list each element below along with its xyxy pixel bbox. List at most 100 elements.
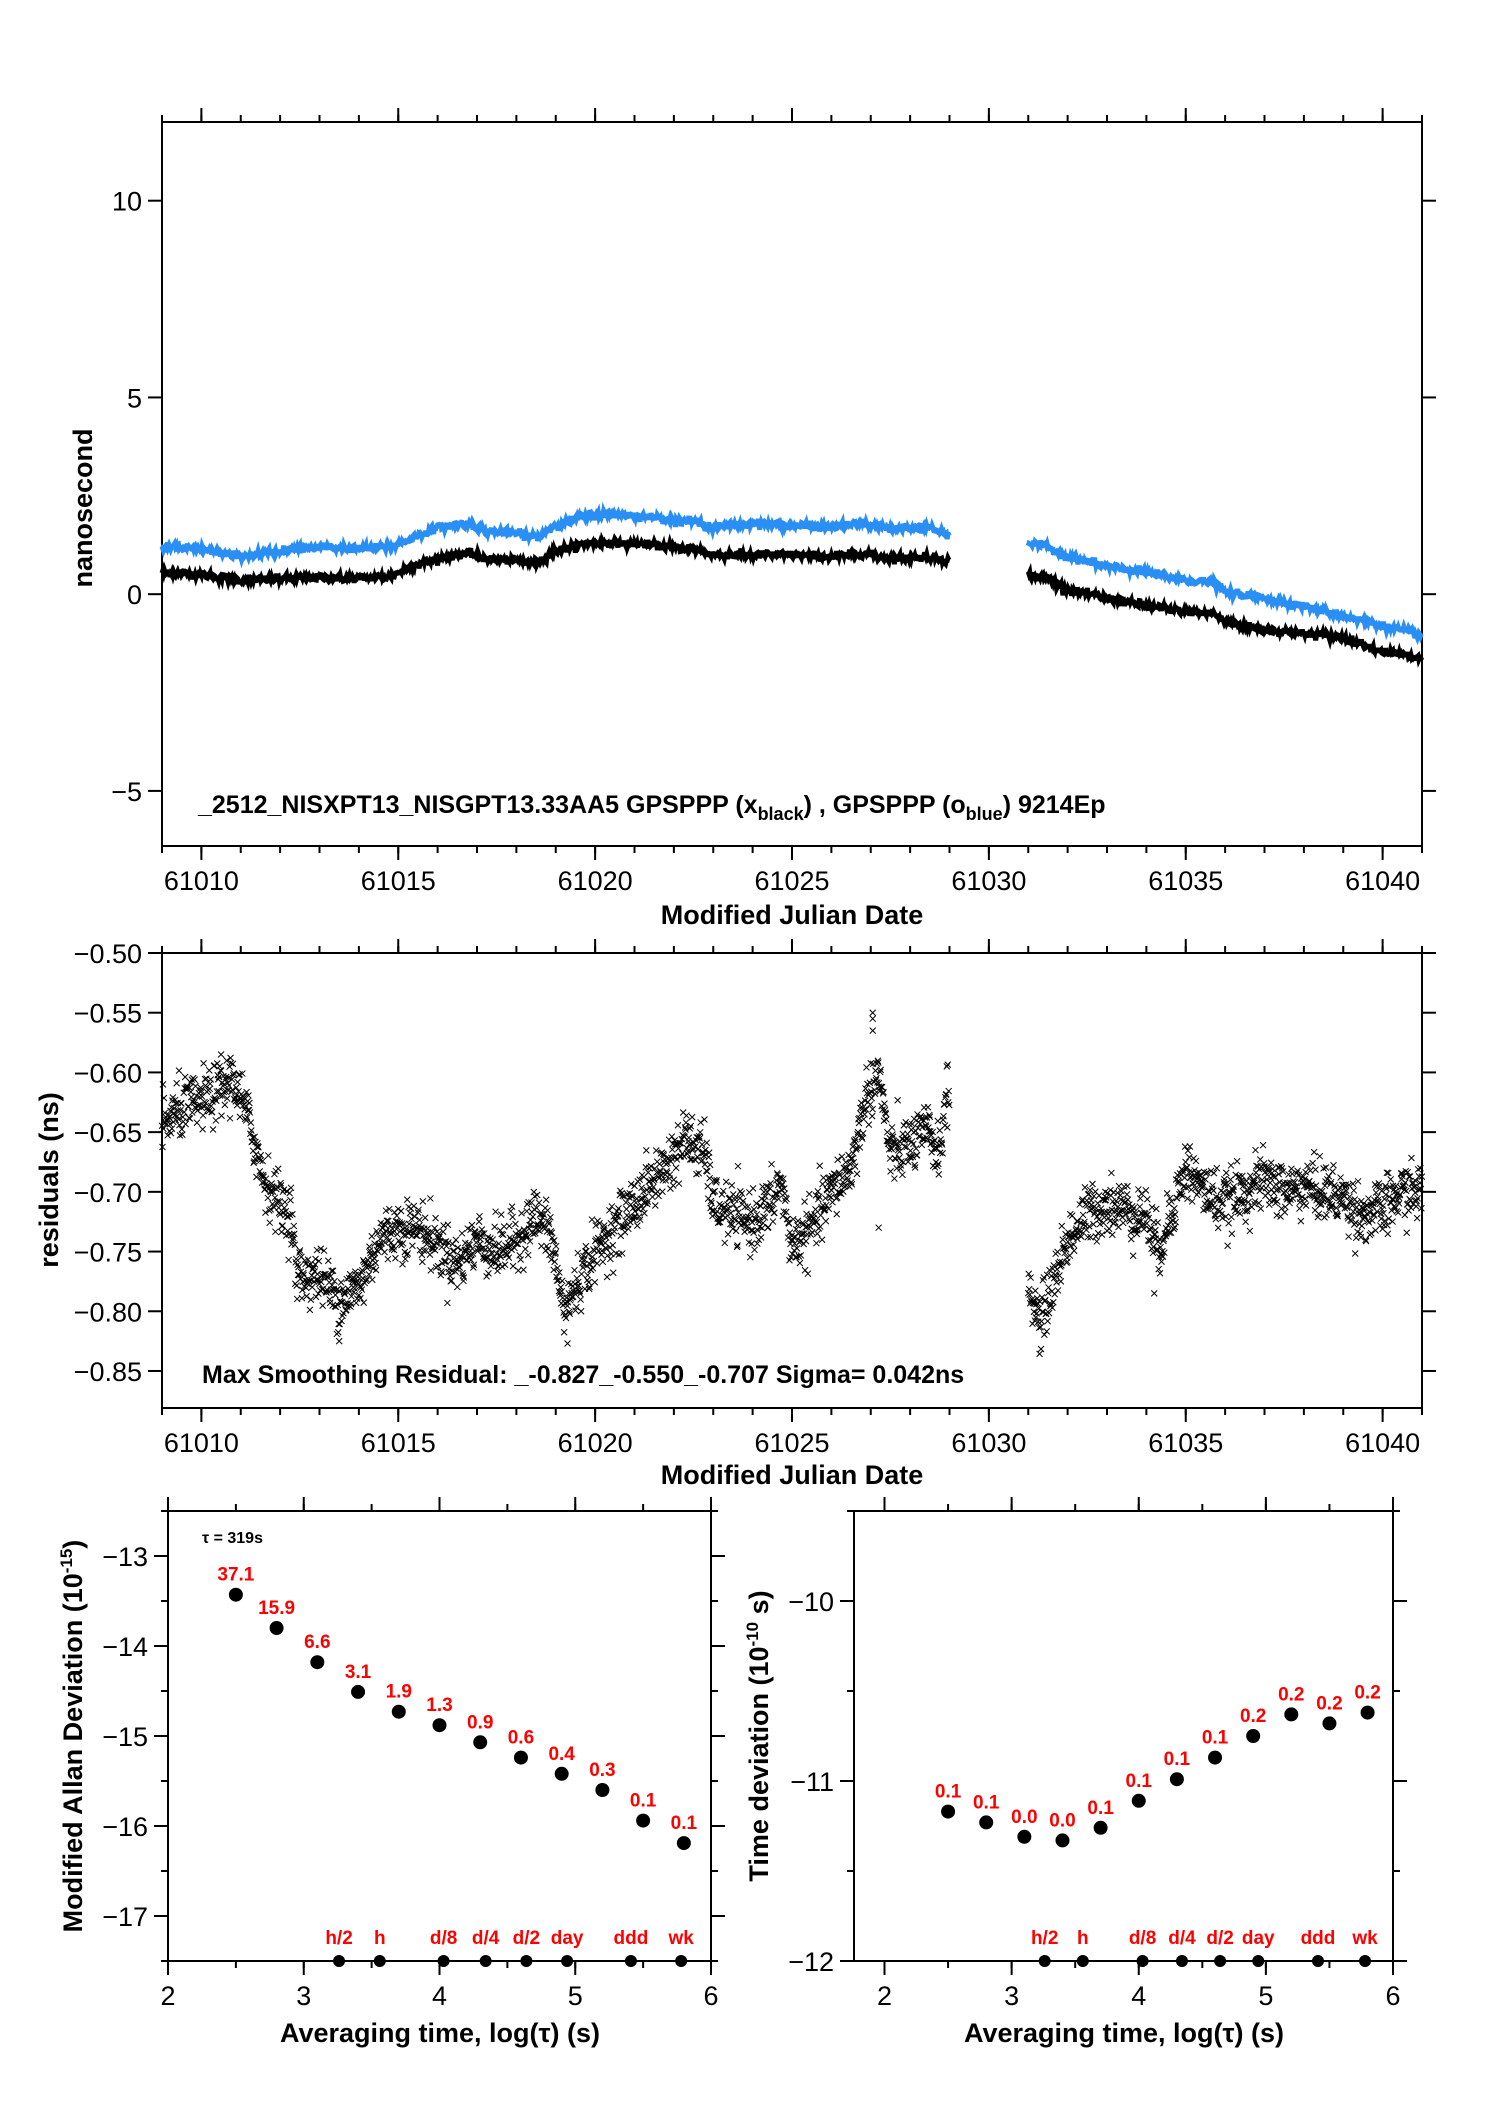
residual-point	[1408, 1154, 1415, 1162]
data-point	[473, 1735, 488, 1750]
residual-point	[640, 1188, 647, 1195]
residual-point	[1228, 1230, 1236, 1238]
residual-point	[631, 1207, 639, 1215]
residual-point	[660, 1152, 668, 1159]
axes: 2 3 4 5 6 −17 −16 −15 −14 −13	[102, 1497, 725, 2011]
residual-point	[221, 1101, 229, 1109]
residual-point	[819, 1180, 826, 1188]
residual-point	[825, 1192, 833, 1200]
residual-point	[509, 1213, 516, 1221]
tau-annotation: τ = 319s	[202, 1530, 263, 1547]
residual-point	[348, 1292, 355, 1300]
residual-point	[560, 1328, 568, 1336]
x-tick-label: 61020	[558, 1428, 633, 1458]
residual-point	[1158, 1258, 1165, 1265]
residual-point	[923, 1134, 930, 1142]
reference-mark-label: d/8	[1129, 1928, 1156, 1949]
residual-point	[668, 1154, 675, 1162]
residual-point	[281, 1198, 289, 1206]
residual-point	[910, 1115, 918, 1123]
data-point	[1246, 1729, 1261, 1743]
residual-point	[287, 1184, 295, 1192]
residual-point	[1168, 1198, 1175, 1205]
residual-point	[938, 1141, 946, 1148]
residual-point	[449, 1240, 456, 1248]
residual-point	[274, 1198, 282, 1205]
data-point	[636, 1813, 651, 1828]
residual-point	[816, 1162, 824, 1170]
reference-marker	[675, 1955, 688, 1967]
data-point-label: 0.3	[589, 1760, 615, 1781]
residual-point	[401, 1255, 409, 1263]
residual-point	[704, 1182, 712, 1190]
residual-point	[1145, 1237, 1153, 1245]
ylabel-text: Time deviation (10	[744, 1647, 774, 1882]
ylabel-exponent: -10	[743, 1622, 762, 1647]
residual-point	[862, 1106, 870, 1113]
residual-point	[1108, 1169, 1115, 1177]
residual-point	[1147, 1224, 1155, 1232]
residual-point	[1147, 1237, 1154, 1244]
residual-point	[511, 1244, 518, 1252]
y-tick-label: −0.80	[74, 1297, 142, 1327]
residual-point	[1155, 1265, 1163, 1273]
y-tick-label: −0.50	[74, 939, 142, 969]
residual-point	[1212, 1215, 1220, 1223]
residual-point	[1400, 1182, 1407, 1190]
residual-point	[1345, 1181, 1353, 1189]
residual-point	[1152, 1205, 1160, 1213]
residual-point	[259, 1157, 266, 1165]
data-point-label: 0.4	[548, 1744, 575, 1765]
residual-point	[263, 1180, 270, 1187]
residual-point	[724, 1201, 731, 1208]
residual-point	[499, 1231, 507, 1239]
residual-point	[533, 1191, 541, 1199]
residual-point	[609, 1269, 617, 1277]
data-point-label: 6.6	[304, 1632, 330, 1653]
data-point	[1055, 1833, 1070, 1848]
residual-point	[721, 1239, 729, 1247]
residual-point	[1257, 1205, 1265, 1213]
residual-point	[1192, 1184, 1199, 1192]
residual-point	[365, 1262, 372, 1270]
series-annotation: _2512_NISXPT13_NISGPT13.33AA5 GPSPPP (xb…	[197, 791, 1106, 824]
residual-point	[178, 1131, 186, 1138]
residual-point	[577, 1296, 584, 1303]
y-tick-label: −15	[102, 1722, 148, 1752]
residual-point	[1379, 1225, 1386, 1233]
residual-point	[340, 1288, 348, 1296]
residual-point	[1134, 1186, 1142, 1193]
residual-point	[243, 1113, 251, 1121]
residual-point	[1033, 1310, 1041, 1317]
residual-point	[1383, 1185, 1390, 1192]
residual-point	[675, 1145, 682, 1152]
residual-point	[1314, 1194, 1321, 1202]
residual-point	[381, 1239, 389, 1246]
residual-point	[199, 1112, 207, 1119]
residual-point	[808, 1228, 816, 1236]
series-line	[1025, 535, 1424, 646]
residual-point	[834, 1156, 842, 1164]
residual-point	[1134, 1227, 1141, 1234]
residual-point	[750, 1206, 758, 1213]
residual-point	[1383, 1169, 1391, 1177]
residual-point	[1312, 1166, 1319, 1173]
residual-point	[1245, 1198, 1252, 1206]
reference-mark-label: h	[374, 1928, 386, 1949]
residual-point	[1186, 1153, 1193, 1161]
residual-point	[1405, 1173, 1413, 1180]
residual-point	[1025, 1285, 1033, 1293]
residual-point	[1406, 1173, 1414, 1180]
residual-point	[643, 1200, 651, 1208]
residual-point	[684, 1150, 691, 1158]
residual-point	[1170, 1205, 1178, 1212]
residual-point	[186, 1115, 194, 1122]
residual-point	[671, 1141, 679, 1148]
residual-point	[693, 1170, 700, 1178]
residual-point	[1404, 1200, 1412, 1208]
residual-point	[1148, 1203, 1156, 1211]
residual-point	[165, 1111, 172, 1119]
residual-point	[1353, 1199, 1361, 1206]
residual-point	[1032, 1300, 1040, 1308]
residual-point	[710, 1188, 717, 1196]
